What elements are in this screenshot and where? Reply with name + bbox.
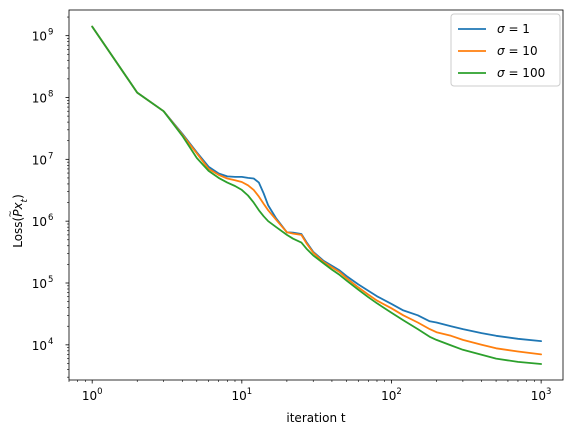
legend-entry: σ = 100 [458, 66, 545, 80]
y-axis-label-tilde: ~ [6, 210, 16, 218]
y-tick-exponent: 6 [48, 213, 53, 223]
x-tick-label: 102 [381, 387, 402, 403]
y-tick-exponent: 4 [48, 337, 53, 347]
legend-label: σ = 100 [497, 66, 545, 80]
legend-entry: σ = 1 [458, 22, 530, 36]
y-axis-label: Loss(Pxt) [11, 194, 30, 248]
plot-area [91, 25, 542, 365]
y-tick-label: 10 [32, 30, 47, 44]
y-tick-label: 10 [32, 153, 47, 167]
legend-label: σ = 10 [497, 44, 538, 58]
x-tick-label: 103 [531, 387, 552, 403]
y-tick-label: 10 [32, 91, 47, 105]
y-tick-label: 10 [32, 277, 47, 291]
legend-entry: σ = 10 [458, 44, 538, 58]
axes-frame [68, 9, 564, 381]
y-tick-label: 10 [32, 215, 47, 229]
series-line [91, 25, 542, 356]
y-tick-exponent: 7 [48, 151, 53, 161]
x-tick-label: 101 [231, 387, 252, 403]
x-axis-label: iteration t [286, 411, 346, 425]
series-line [91, 25, 542, 365]
legend-label: σ = 1 [497, 22, 530, 36]
legend: σ = 1 σ = 10 σ = 100 [450, 13, 561, 87]
y-tick-exponent: 5 [48, 275, 53, 285]
x-axis-ticks: 100 101 102 103 [68, 380, 552, 403]
y-tick-exponent: 9 [48, 28, 53, 38]
y-tick-exponent: 8 [48, 89, 53, 99]
x-tick-label: 100 [82, 387, 103, 403]
legend-box [450, 13, 561, 87]
y-tick-label: 10 [32, 339, 47, 353]
